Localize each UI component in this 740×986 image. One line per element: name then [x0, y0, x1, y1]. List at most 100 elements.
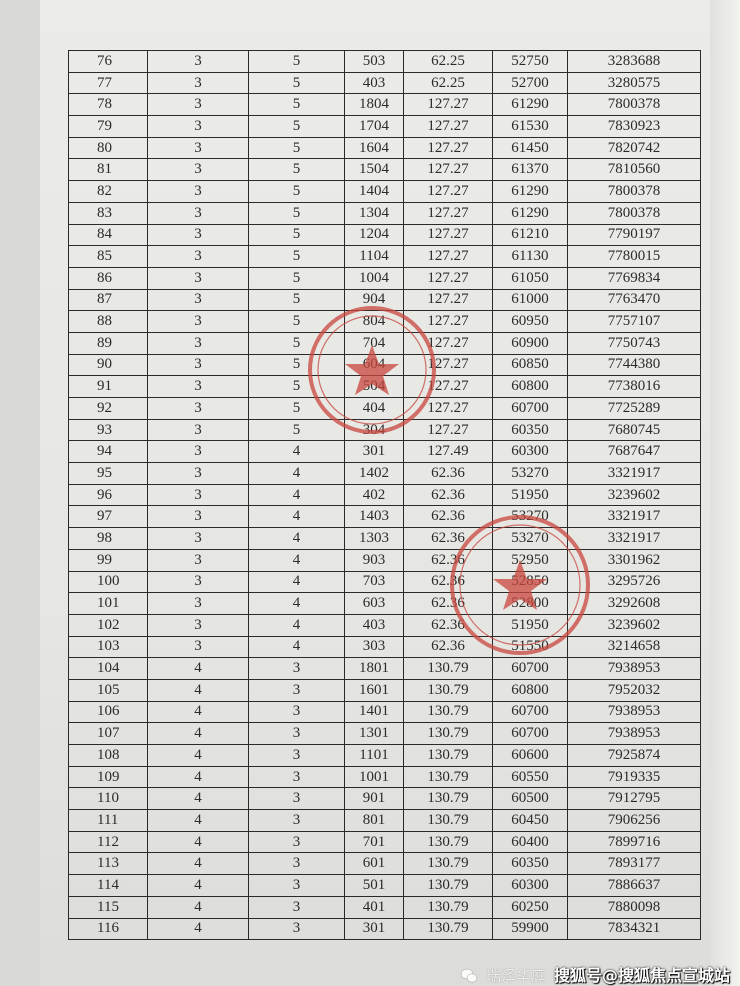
table-cell: 3 [147, 570, 249, 594]
table-cell: 61370 [492, 158, 568, 182]
table-cell: 60400 [492, 830, 568, 854]
table-cell: 127.27 [403, 245, 493, 268]
table-cell: 3292608 [567, 592, 701, 615]
table-cell: 7925874 [567, 744, 701, 767]
table-cell: 80 [68, 136, 148, 160]
table-cell: 127.27 [403, 115, 493, 138]
table-row: 100 3 4 703 62.36 52850 3295726 [68, 570, 701, 594]
table-row: 96 3 4 402 62.36 51950 3239602 [68, 483, 701, 507]
table-cell: 7938953 [567, 700, 701, 724]
table-cell: 5 [248, 331, 345, 355]
table-cell: 106 [68, 700, 148, 724]
table-row: 103 3 4 303 62.36 51550 3214658 [68, 635, 701, 659]
table-cell: 5 [248, 115, 345, 138]
table-cell: 3 [147, 418, 249, 442]
table-cell: 60550 [492, 765, 568, 789]
table-row: 90 3 5 604 127.27 60850 7744380 [68, 353, 701, 377]
table-cell: 79 [68, 115, 148, 138]
table-cell: 1204 [344, 223, 404, 247]
table-cell: 504 [344, 375, 404, 398]
table-cell: 401 [344, 895, 404, 919]
table-cell: 52700 [492, 71, 568, 95]
table-cell: 4 [147, 700, 249, 724]
table-cell: 60300 [492, 440, 568, 464]
table-row: 104 4 3 1801 130.79 60700 7938953 [68, 657, 701, 680]
table-cell: 7744380 [567, 353, 701, 377]
table-cell: 7834321 [567, 917, 701, 941]
table-row: 97 3 4 1403 62.36 53270 3321917 [68, 505, 701, 529]
table-cell: 7738016 [567, 375, 701, 398]
table-cell: 127.27 [403, 136, 493, 160]
table-cell: 4 [248, 483, 345, 507]
table-cell: 76 [68, 50, 148, 73]
table-cell: 3 [147, 288, 249, 312]
table-cell: 3214658 [567, 635, 701, 659]
table-cell: 3 [248, 765, 345, 789]
table-cell: 53270 [492, 505, 568, 529]
table-cell: 5 [248, 245, 345, 268]
table-cell: 3 [147, 223, 249, 247]
table-row: 77 3 5 403 62.25 52700 3280575 [68, 71, 701, 95]
table-cell: 1404 [344, 180, 404, 203]
table-cell: 3 [248, 809, 345, 832]
table-cell: 3 [248, 744, 345, 767]
wechat-icon [460, 968, 478, 983]
table-cell: 1104 [344, 245, 404, 268]
table-cell: 3 [248, 722, 345, 745]
table-row: 108 4 3 1101 130.79 60600 7925874 [68, 744, 701, 767]
table-cell: 62.36 [403, 570, 493, 594]
table-cell: 1402 [344, 462, 404, 485]
table-cell: 3 [147, 353, 249, 377]
table-cell: 1403 [344, 505, 404, 529]
table-cell: 62.36 [403, 592, 493, 615]
table-cell: 60500 [492, 787, 568, 811]
table-cell: 92 [68, 397, 148, 420]
table-cell: 3 [248, 874, 345, 897]
table-cell: 110 [68, 787, 148, 811]
table-cell: 7919335 [567, 765, 701, 789]
table-cell: 99 [68, 548, 148, 572]
table-cell: 130.79 [403, 874, 493, 897]
table-cell: 130.79 [403, 744, 493, 767]
table-cell: 3 [147, 483, 249, 507]
table-cell: 7800378 [567, 201, 701, 225]
table-cell: 7952032 [567, 678, 701, 702]
table-cell: 503 [344, 50, 404, 73]
table-cell: 4 [147, 765, 249, 789]
table-cell: 4 [147, 895, 249, 919]
table-cell: 7800378 [567, 180, 701, 203]
table-cell: 404 [344, 397, 404, 420]
table-row: 99 3 4 903 62.36 52950 3301962 [68, 548, 701, 572]
table-cell: 4 [248, 527, 345, 550]
table-row: 101 3 4 603 62.36 52800 3292608 [68, 592, 701, 615]
table-cell: 104 [68, 657, 148, 680]
table-cell: 7763470 [567, 288, 701, 312]
table-cell: 7687647 [567, 440, 701, 464]
table-cell: 5 [248, 353, 345, 377]
table-cell: 4 [147, 809, 249, 832]
table-cell: 7906256 [567, 809, 701, 832]
table-cell: 53270 [492, 462, 568, 485]
table-cell: 1001 [344, 765, 404, 789]
table-cell: 61290 [492, 201, 568, 225]
table-cell: 7893177 [567, 852, 701, 876]
table-row: 82 3 5 1404 127.27 61290 7800378 [68, 180, 701, 203]
table-cell: 52950 [492, 548, 568, 572]
table-cell: 60350 [492, 852, 568, 876]
table-cell: 4 [147, 678, 249, 702]
watermark-bar: 瑞泽华庭 搜狐号@搜狐焦点宣城站 [440, 967, 730, 985]
table-cell: 83 [68, 201, 148, 225]
table-row: 88 3 5 804 127.27 60950 7757107 [68, 310, 701, 333]
table-cell: 130.79 [403, 809, 493, 832]
table-cell: 4 [248, 505, 345, 529]
table-cell: 97 [68, 505, 148, 529]
table-cell: 703 [344, 570, 404, 594]
table-cell: 96 [68, 483, 148, 507]
table-cell: 4 [248, 592, 345, 615]
table-row: 89 3 5 704 127.27 60900 7750743 [68, 331, 701, 355]
table-cell: 127.27 [403, 353, 493, 377]
table-cell: 3 [147, 635, 249, 659]
table-cell: 3 [248, 657, 345, 680]
table-cell: 3 [248, 917, 345, 941]
table-row: 114 4 3 501 130.79 60300 7886637 [68, 874, 701, 897]
